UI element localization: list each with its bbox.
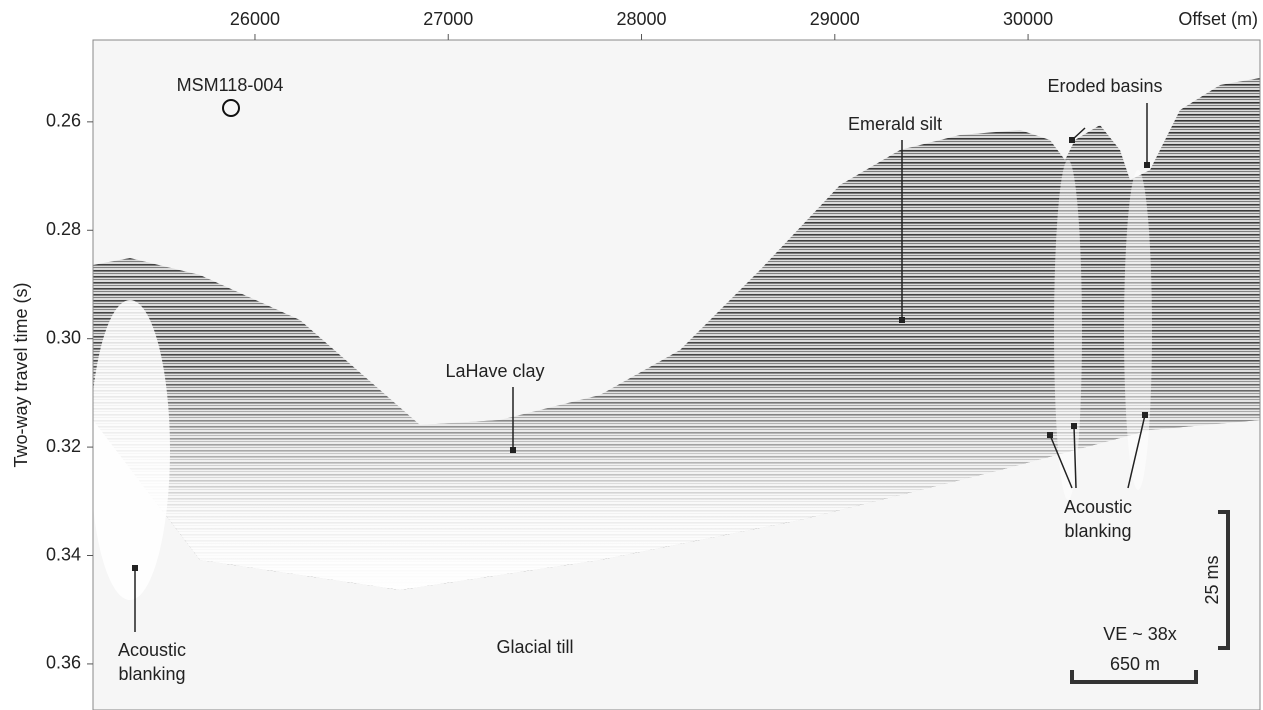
y-axis-label: Two-way travel time (s)	[11, 282, 31, 467]
seismic-section	[90, 40, 1260, 710]
x-tick-label: 28000	[616, 9, 666, 29]
annotation: blanking	[1064, 521, 1131, 541]
x-tick-label: 27000	[423, 9, 473, 29]
y-tick-label: 0.34	[46, 544, 81, 564]
annotation: LaHave clay	[445, 361, 544, 381]
annotation: Acoustic	[1064, 497, 1132, 517]
annotation: Glacial till	[496, 637, 573, 657]
annotation: blanking	[118, 664, 185, 684]
leader-end	[1144, 162, 1150, 168]
x-tick-label: 26000	[230, 9, 280, 29]
scale-label: VE ~ 38x	[1103, 624, 1177, 644]
scale-label: 650 m	[1110, 654, 1160, 674]
figure: Offset (m) Two-way travel time (s) MSM11…	[0, 0, 1263, 710]
leader-end	[1071, 423, 1077, 429]
y-tick-label: 0.28	[46, 219, 81, 239]
y-tick-label: 0.36	[46, 653, 81, 673]
annotation: Emerald silt	[848, 114, 942, 134]
scale-label: 25 ms	[1202, 555, 1222, 604]
x-axis-label: Offset (m)	[1178, 9, 1258, 29]
leader-end	[510, 447, 516, 453]
x-tick-label: 30000	[1003, 9, 1053, 29]
y-tick-label: 0.32	[46, 436, 81, 456]
annotation: Acoustic	[118, 640, 186, 660]
y-tick-label: 0.30	[46, 327, 81, 347]
leader-end	[1142, 412, 1148, 418]
annotation: Eroded basins	[1047, 76, 1162, 96]
leader-end	[1069, 137, 1075, 143]
leader-end	[1047, 432, 1053, 438]
y-tick-label: 0.26	[46, 111, 81, 131]
annotation: MSM118-004	[177, 75, 284, 95]
leader-end	[899, 317, 905, 323]
leader-end	[132, 565, 138, 571]
x-tick-label: 29000	[810, 9, 860, 29]
